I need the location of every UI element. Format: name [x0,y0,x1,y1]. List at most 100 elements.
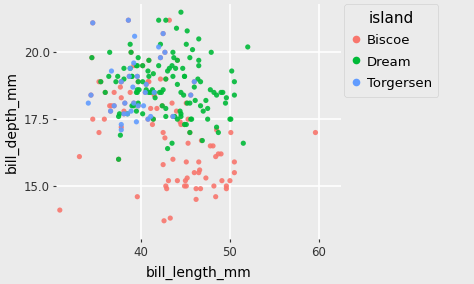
Point [159,31,167,36]
Point [227,130,235,135]
Point [149,117,157,122]
Point [126,74,133,79]
Point [198,138,205,143]
Point [230,160,238,164]
Point [182,42,190,47]
Point [184,117,192,122]
Point [135,103,142,108]
Point [121,101,128,105]
Point [191,98,199,103]
Point [145,58,153,62]
Point [162,77,170,81]
Point [116,112,123,116]
Point [118,80,125,84]
Point [223,95,230,100]
Point [120,109,128,113]
Point [194,77,201,81]
Point [127,42,134,47]
Point [139,63,146,68]
Point [200,109,207,113]
Point [169,114,177,119]
Point [139,80,146,84]
Point [173,58,181,62]
Point [84,101,92,105]
Point [173,178,181,183]
Point [230,93,238,97]
Point [173,82,181,87]
Point [131,34,138,39]
Point [182,184,190,188]
Point [223,186,230,191]
Point [110,103,118,108]
Point [130,103,137,108]
Point [135,80,142,84]
Point [239,141,247,145]
Point [147,90,155,95]
Point [187,117,194,122]
Legend: Biscoe, Dream, Torgersen: Biscoe, Dream, Torgersen [344,4,438,97]
Point [186,130,194,135]
Point [187,93,194,97]
Point [97,80,105,84]
Point [120,112,128,116]
Point [165,18,173,22]
Point [149,87,156,92]
Point [126,74,133,79]
Point [134,74,141,79]
Point [155,45,163,49]
Point [180,93,187,97]
Point [149,117,157,122]
Point [195,170,202,175]
Point [173,26,180,30]
Point [207,87,214,92]
Point [215,130,222,135]
Point [127,66,134,71]
Point [244,45,252,49]
Point [196,168,203,172]
Point [128,50,135,55]
Point [179,66,186,71]
Point [150,90,158,95]
Point [181,122,188,127]
Point [227,117,235,122]
Point [134,74,141,79]
Point [118,80,125,84]
Point [183,101,191,105]
Point [169,50,177,55]
Point [202,98,210,103]
Point [183,29,191,33]
Point [135,55,142,60]
Point [125,18,132,22]
Point [145,80,153,84]
Point [210,90,218,95]
Point [117,85,124,89]
Point [173,58,181,62]
Point [208,50,215,55]
Point [145,74,153,79]
Point [130,63,137,68]
Point [134,63,141,68]
Point [195,58,202,62]
Point [135,80,142,84]
Point [186,101,194,105]
Point [139,63,146,68]
Point [155,18,163,22]
Point [157,55,164,60]
Point [197,186,204,191]
Point [207,144,214,148]
Point [162,114,170,119]
Point [134,87,141,92]
Point [191,80,198,84]
Point [161,135,169,140]
Point [133,63,140,68]
Point [135,87,143,92]
Point [219,90,227,95]
Point [115,157,122,162]
Point [195,37,202,41]
Point [130,61,137,65]
Point [88,55,96,60]
Point [162,184,170,188]
Point [108,103,115,108]
Point [186,55,194,60]
Point [213,128,220,132]
